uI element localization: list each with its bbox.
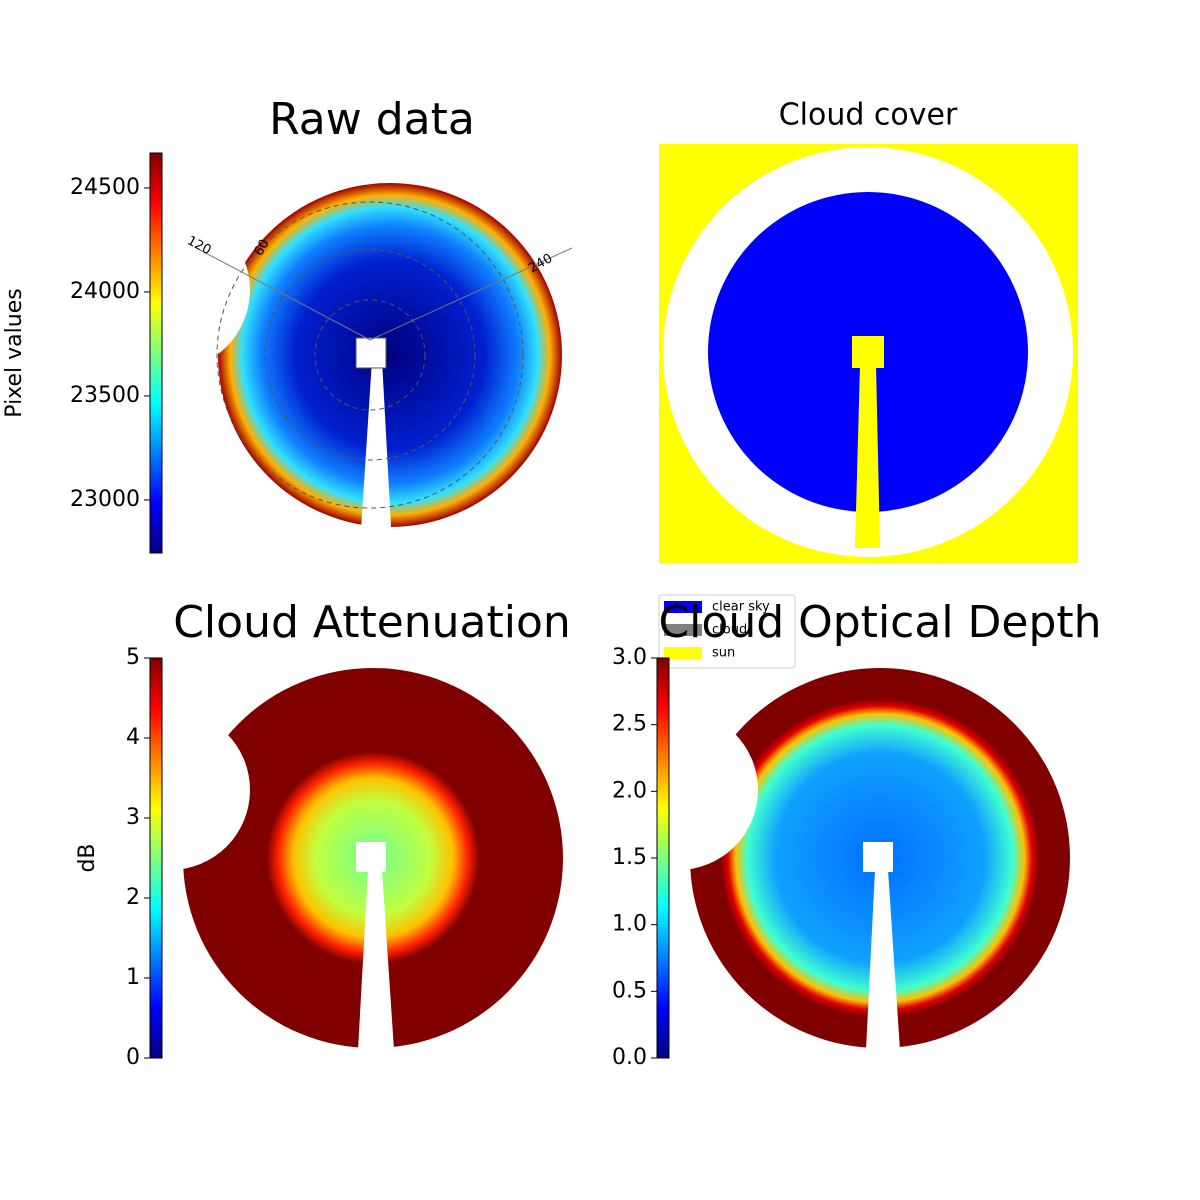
colorbar-tick-label: 0 [126, 1045, 140, 1070]
legend-label: clear sky [712, 600, 770, 615]
colorbar-tick-label: 3 [126, 805, 140, 830]
colorbar-tick-label: 3.0 [612, 645, 647, 670]
colorbar-tick-label: 5 [126, 645, 140, 670]
colorbar-tick-label: 1.0 [612, 912, 647, 937]
panel-title: Cloud Optical Depth [658, 597, 1101, 648]
legend-label: cloud [712, 623, 747, 638]
optical-depth-image [598, 668, 1070, 1050]
panel-title: Raw data [269, 94, 475, 145]
colorbar-tick-label: 1.5 [612, 845, 647, 870]
colorbar-tick-label: 0.0 [612, 1045, 647, 1070]
colorbar-tick-label: 23000 [70, 487, 140, 512]
colorbar-tick-label: 1 [126, 965, 140, 990]
cloud-cover-image [659, 144, 1078, 563]
legend-swatch [664, 647, 702, 659]
colorbar-tick-label: 23500 [70, 383, 140, 408]
colorbar [149, 152, 163, 554]
legend-swatch [664, 624, 702, 636]
colorbar-tick-label: 0.5 [612, 978, 647, 1003]
colorbar-label: Pixel values [2, 288, 27, 417]
legend-swatch [664, 601, 702, 613]
colorbar [149, 657, 163, 1059]
colorbar-tick-label: 4 [126, 725, 140, 750]
polar-label: 60 [252, 237, 273, 259]
panel-title: Cloud Attenuation [173, 597, 571, 648]
raw-image: 120 60 240 [90, 183, 573, 545]
colorbar-tick-label: 2 [126, 885, 140, 910]
colorbar-tick-label: 2.5 [612, 712, 647, 737]
panel-title: Cloud cover [779, 98, 958, 133]
colorbar-tick-label: 2.0 [612, 778, 647, 803]
legend-label: sun [712, 646, 735, 661]
colorbar [656, 657, 670, 1059]
attenuation-image [90, 668, 563, 1050]
colorbar-tick-label: 24500 [70, 175, 140, 200]
colorbar-label: dB [75, 843, 100, 872]
legend: clear sky cloud sun [658, 594, 796, 669]
colorbar-tick-label: 24000 [70, 279, 140, 304]
